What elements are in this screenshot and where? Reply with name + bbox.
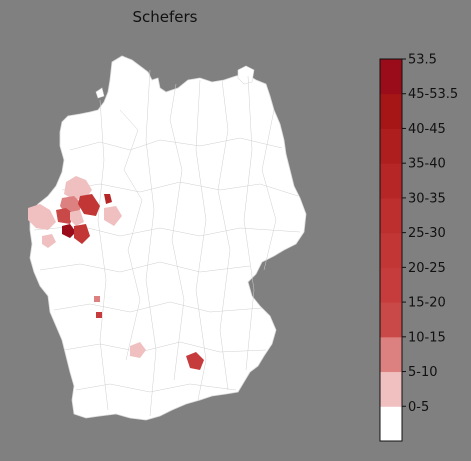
region-small-eastern-district (104, 194, 112, 204)
island-shape (237, 65, 255, 85)
colorbar-tick-label: 5-10 (408, 365, 438, 380)
colorbar-tick-label: 10-15 (408, 330, 446, 345)
region-lower-bavaria (186, 352, 204, 370)
colorbar-segment (380, 163, 402, 199)
colorbar-tick-label: 30-35 (408, 191, 446, 206)
region-lower-rhine-border (28, 204, 56, 230)
island-shape (95, 87, 105, 99)
colorbar-tick-label: 25-30 (408, 226, 446, 241)
highlighted-regions (28, 176, 204, 370)
colorbar-tick-label: 53.5 (408, 53, 437, 68)
region-muensterland-central (56, 208, 74, 224)
colorbar-tick-label: 0-5 (408, 400, 429, 415)
colorbar-segment (380, 232, 402, 268)
region-east-westphalia (78, 194, 100, 216)
region-swabia (130, 342, 146, 358)
region-north-west-lowlands (64, 176, 92, 200)
colorbar-segment (380, 267, 402, 303)
colorbar-tick-label: 15-20 (408, 296, 446, 311)
colorbar-tick-label: 35-40 (408, 157, 446, 172)
region-ruhr-east (74, 224, 90, 244)
colorbar-segment (380, 59, 402, 95)
colorbar-segment (380, 336, 402, 373)
colorbar-segment (380, 128, 402, 164)
colorbar-tick-label: 45-53.5 (408, 87, 458, 102)
region-ruhr-edge (70, 210, 84, 226)
colorbar-tick-label: 40-45 (408, 122, 446, 137)
colorbar-tick-label: 20-25 (408, 261, 446, 276)
region-west-rhineland (42, 234, 56, 248)
district-boundaries (33, 69, 301, 417)
colorbar-segment (380, 197, 402, 234)
region-ruhr-core (62, 224, 76, 238)
legend-ticks: 53.5 45-53.5 40-45 35-40 30-35 25-30 20-25 15-2… (402, 53, 458, 415)
region-sauerland-east (104, 206, 122, 226)
colorbar-segment (380, 406, 402, 442)
map-title: Schefers (132, 8, 198, 26)
colorbar-segment (380, 93, 402, 129)
region-upper-rhine-small (96, 312, 102, 318)
country-outline (29, 55, 307, 421)
colorbar-frame (379, 58, 403, 442)
legend-colorbar (380, 59, 402, 442)
colorbar-segment (380, 371, 402, 407)
region-south-west-small (94, 296, 100, 302)
colorbar-segment (380, 302, 402, 338)
